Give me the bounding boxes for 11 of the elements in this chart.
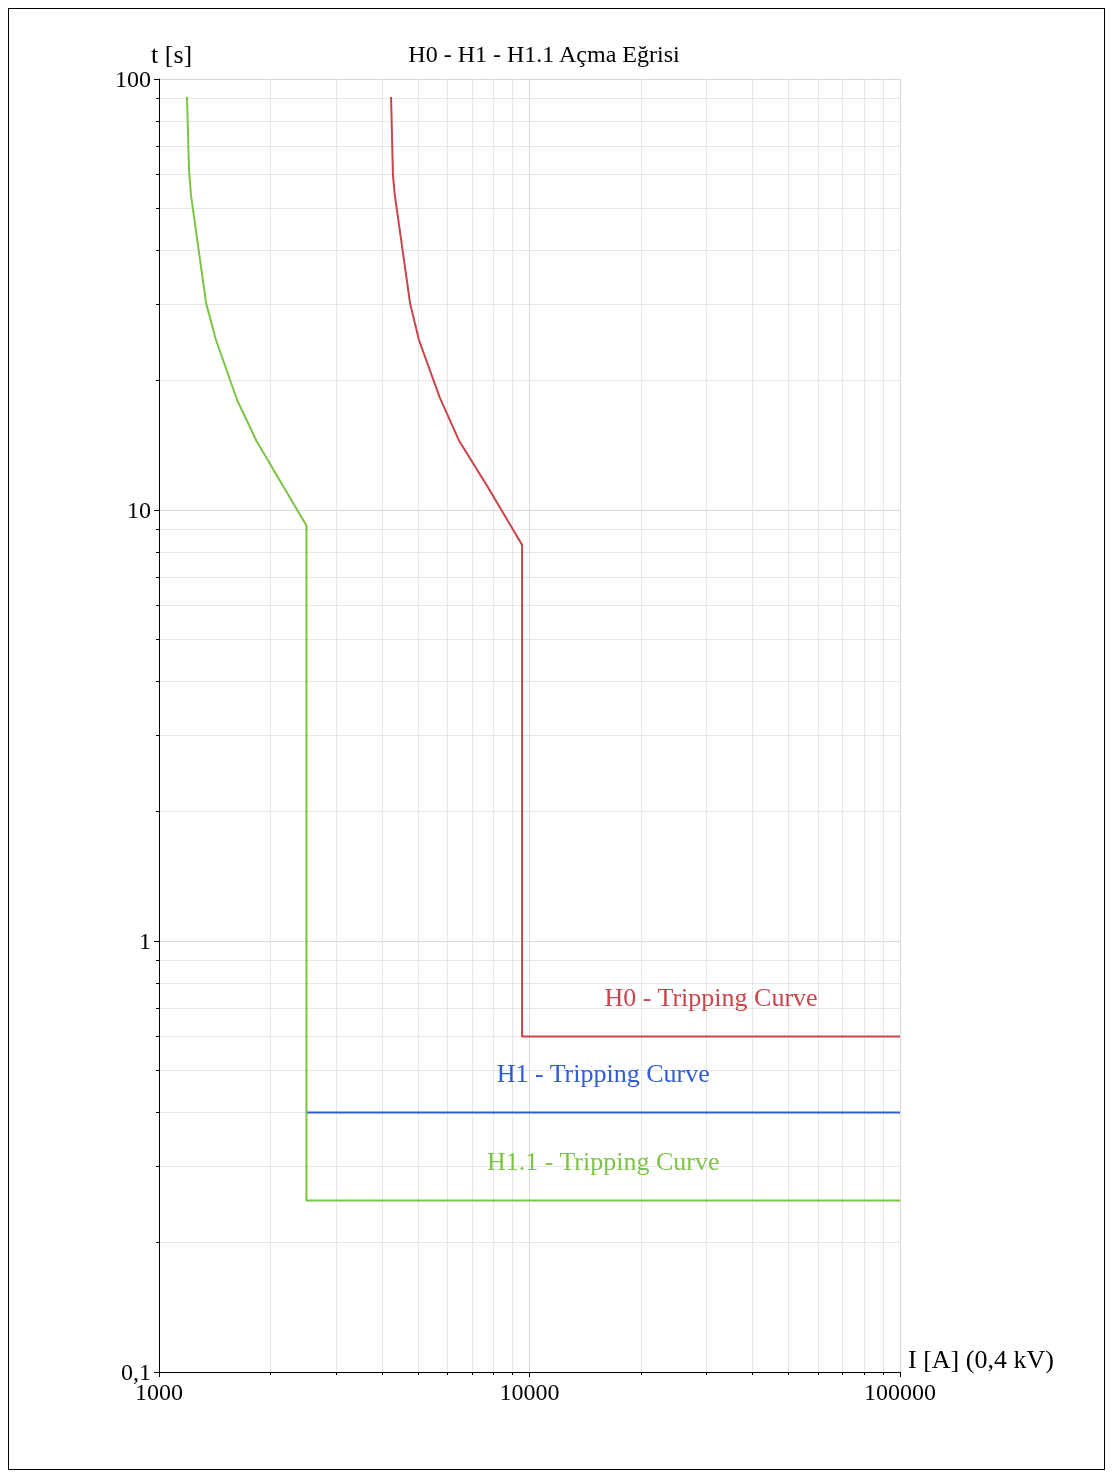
series-label: H1.1 - Tripping Curve [486,1146,720,1176]
x-axis-title: I [A] (0,4 kV) [908,1344,1054,1374]
y-tick-label: 1 [139,928,151,954]
y-tick-label: 10 [127,497,151,523]
y-tick-label: 100 [115,66,151,92]
x-tick-label: 100000 [864,1379,936,1405]
x-tick-label: 10000 [499,1379,560,1405]
chart-title: H0 - H1 - H1.1 Açma Eğrisi [408,41,680,67]
series-label: H1 - Tripping Curve [496,1059,710,1089]
y-axis-title: t [s] [151,39,193,69]
series-label: H0 - Tripping Curve [604,983,818,1013]
